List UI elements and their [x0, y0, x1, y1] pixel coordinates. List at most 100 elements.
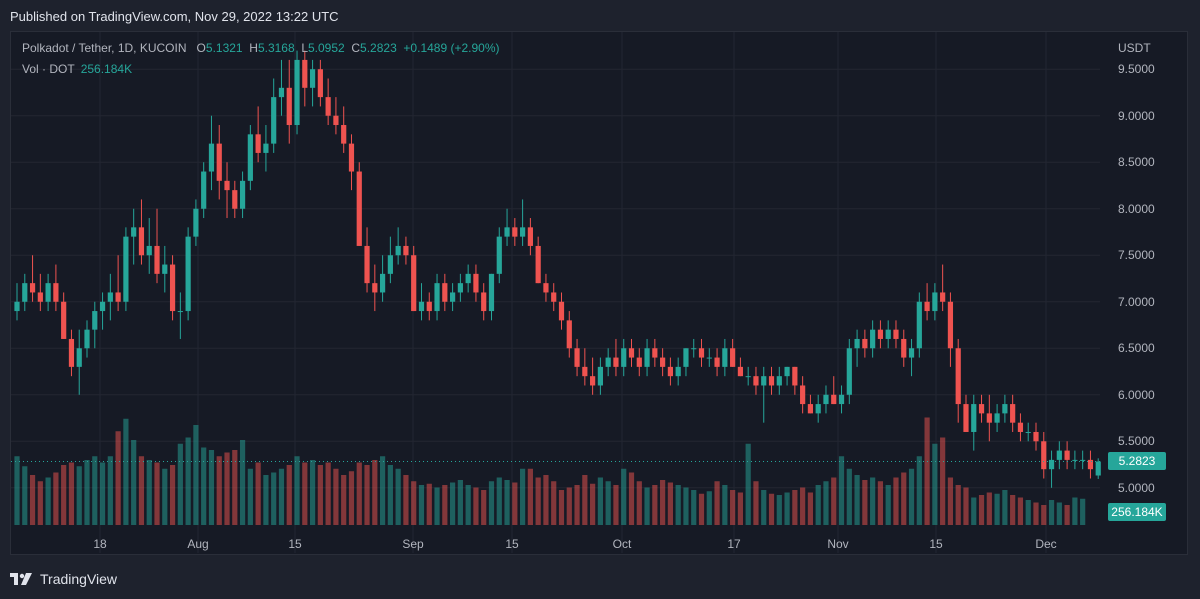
- candle-body: [862, 338, 868, 349]
- volume-bar: [53, 472, 59, 525]
- candle-body: [566, 320, 572, 349]
- candle-body: [1010, 404, 1016, 423]
- candle-body: [1087, 459, 1094, 470]
- volume-bar: [146, 460, 152, 525]
- volume-bar: [68, 462, 75, 525]
- volume-bar: [1064, 505, 1070, 525]
- candle-body: [955, 348, 961, 405]
- volume-bar: [535, 477, 541, 525]
- volume-bar: [986, 492, 992, 525]
- time-tick-label: Oct: [612, 537, 632, 551]
- candle-body: [372, 283, 378, 293]
- volume-bar: [978, 495, 985, 525]
- volume-bar: [706, 491, 712, 525]
- candle-body: [558, 301, 565, 321]
- volume-value: 256.184K: [80, 62, 133, 76]
- candle-body: [621, 348, 627, 367]
- time-tick-label: 15: [505, 537, 519, 551]
- candle-body: [706, 357, 712, 359]
- volume-bar: [792, 490, 798, 525]
- volume-bar: [271, 472, 277, 525]
- volume-bar: [652, 485, 658, 525]
- volume-bar: [877, 481, 884, 525]
- price-tick-label: 5.5000: [1118, 434, 1155, 449]
- candle-body: [1056, 450, 1062, 460]
- candle-body: [53, 283, 59, 302]
- volume-bar: [807, 492, 814, 525]
- volume-bar: [768, 493, 775, 525]
- chart-frame[interactable]: [10, 31, 1188, 555]
- volume-bar: [667, 482, 673, 525]
- volume-bar: [971, 497, 977, 525]
- volume-bar: [846, 468, 852, 525]
- candle-body: [730, 348, 736, 367]
- candle-body: [107, 292, 113, 302]
- legend-c-label: C: [351, 41, 361, 55]
- candle-body: [271, 97, 277, 144]
- candle-body: [644, 348, 650, 367]
- volume-bar: [263, 475, 269, 525]
- volume-bar: [465, 485, 471, 525]
- volume-bar: [730, 490, 736, 525]
- candle-body: [660, 357, 666, 367]
- candle-body: [768, 376, 775, 386]
- time-tick-label: Sep: [402, 537, 424, 551]
- last-volume-badge: 256.184K: [1108, 503, 1166, 521]
- candle-body: [154, 245, 160, 274]
- volume-bar: [737, 492, 744, 525]
- volume-bar: [893, 477, 899, 525]
- candle-body: [807, 404, 814, 414]
- volume-bar: [434, 487, 440, 525]
- candle-body: [1064, 450, 1070, 460]
- price-tick-label: 9.0000: [1118, 108, 1155, 123]
- candle-body: [224, 180, 230, 191]
- candle-body: [138, 227, 145, 256]
- volume-bar: [753, 481, 759, 525]
- candle-body: [582, 366, 588, 377]
- volume-bar: [924, 417, 930, 525]
- candle-body: [932, 292, 938, 312]
- volume-bar: [208, 450, 215, 525]
- volume-bar: [37, 481, 43, 525]
- candle-body: [496, 236, 502, 274]
- volume-bar: [496, 477, 502, 525]
- volume-bar: [862, 480, 868, 525]
- volume-bar: [107, 456, 113, 525]
- candle-body: [753, 376, 759, 386]
- volume-bar: [488, 481, 495, 525]
- volume-bar: [815, 485, 821, 525]
- candle-body: [333, 115, 339, 126]
- candle-body: [792, 366, 798, 386]
- volume-bar: [566, 487, 572, 525]
- volume-bar: [527, 468, 533, 525]
- volume-bar: [162, 468, 168, 525]
- price-tick-label: 6.0000: [1118, 387, 1155, 402]
- volume-bar: [1002, 490, 1008, 525]
- candle-body: [800, 385, 806, 405]
- volume-bar: [831, 477, 837, 525]
- candle-body: [115, 292, 121, 302]
- legend-open-value: 5.1321: [205, 41, 243, 55]
- volume-bar: [29, 475, 36, 525]
- candle-body: [916, 301, 922, 349]
- candle-body: [667, 366, 673, 377]
- volume-bar: [341, 475, 347, 525]
- candle-body: [185, 236, 191, 312]
- candle-body: [527, 227, 533, 246]
- published-caption: Published on TradingView.com, Nov 29, 20…: [10, 9, 339, 24]
- candle-body: [68, 338, 75, 367]
- volume-bar: [294, 456, 300, 525]
- candle-body: [208, 143, 215, 172]
- volume-bar: [333, 468, 339, 525]
- volume-bar: [838, 456, 845, 525]
- volume-bar: [885, 485, 891, 525]
- candle-body: [403, 245, 409, 256]
- volume-bar: [154, 462, 160, 525]
- candle-body: [1080, 459, 1086, 461]
- volume-bar: [644, 487, 650, 525]
- price-tick-label: 7.5000: [1118, 248, 1155, 263]
- volume-bar: [1048, 500, 1055, 525]
- volume-bar: [512, 482, 518, 525]
- candle-body: [364, 245, 370, 284]
